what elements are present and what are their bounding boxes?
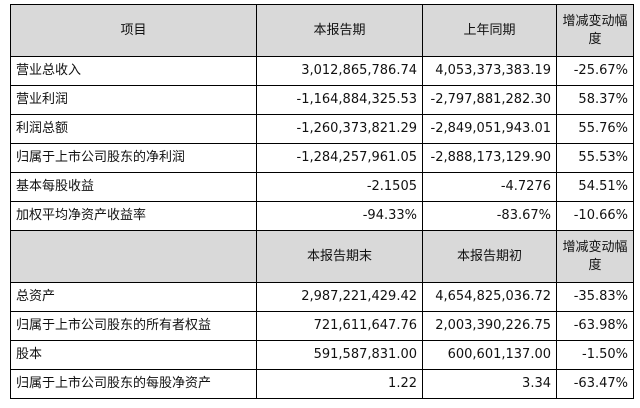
row-label: 营业利润 xyxy=(10,85,257,115)
table-row: 营业利润 -1,164,884,325.53 -2,797,881,282.30 58… xyxy=(10,85,634,115)
row-current-value: 3,012,865,786.74 xyxy=(256,56,423,86)
row-prior-value: 600,601,137.00 xyxy=(422,340,557,370)
row-label: 营业总收入 xyxy=(10,56,257,86)
header2-item xyxy=(10,230,257,283)
row-current-value: 721,611,647.76 xyxy=(256,311,423,341)
row-label: 总资产 xyxy=(10,282,257,312)
table-row: 归属于上市公司股东的每股净资产 1.22 3.34 -63.47% xyxy=(10,369,634,399)
header-prior-period: 上年同期 xyxy=(422,4,557,57)
row-change-value: 54.51% xyxy=(556,172,634,202)
row-label: 归属于上市公司股东的所有者权益 xyxy=(10,311,257,341)
row-current-value: -94.33% xyxy=(256,201,423,231)
row-prior-value: -4.7276 xyxy=(422,172,557,202)
row-prior-value: -2,797,881,282.30 xyxy=(422,85,557,115)
header-row-balance: 本报告期末 本报告期初 增减变动幅度 xyxy=(10,230,634,283)
row-change-value: -35.83% xyxy=(556,282,634,312)
row-prior-value: 2,003,390,226.75 xyxy=(422,311,557,341)
row-label: 归属于上市公司股东的每股净资产 xyxy=(10,369,257,399)
row-prior-value: -2,849,051,943.01 xyxy=(422,114,557,144)
table-row: 加权平均净资产收益率 -94.33% -83.67% -10.66% xyxy=(10,201,634,231)
row-current-value: -1,164,884,325.53 xyxy=(256,85,423,115)
row-current-value: -1,284,257,961.05 xyxy=(256,143,423,173)
row-current-value: -1,260,373,821.29 xyxy=(256,114,423,144)
row-label: 利润总额 xyxy=(10,114,257,144)
header2-change: 增减变动幅度 xyxy=(556,230,634,283)
header-row-period: 项目 本报告期 上年同期 增减变动幅度 xyxy=(10,4,634,57)
table-row: 利润总额 -1,260,373,821.29 -2,849,051,943.01 55… xyxy=(10,114,634,144)
row-change-value: -1.50% xyxy=(556,340,634,370)
table-row: 股本 591,587,831.00 600,601,137.00 -1.50% xyxy=(10,340,634,370)
header-item: 项目 xyxy=(10,4,257,57)
row-label: 基本每股收益 xyxy=(10,172,257,202)
row-label: 加权平均净资产收益率 xyxy=(10,201,257,231)
row-label: 归属于上市公司股东的净利润 xyxy=(10,143,257,173)
header-period-start: 本报告期初 xyxy=(422,230,557,283)
row-change-value: -10.66% xyxy=(556,201,634,231)
header-current-period: 本报告期 xyxy=(256,4,423,57)
row-current-value: 591,587,831.00 xyxy=(256,340,423,370)
table-row: 营业总收入 3,012,865,786.74 4,053,373,383.19 -25… xyxy=(10,56,634,86)
row-current-value: 2,987,221,429.42 xyxy=(256,282,423,312)
table-row: 基本每股收益 -2.1505 -4.7276 54.51% xyxy=(10,172,634,202)
financial-summary-table: 项目 本报告期 上年同期 增减变动幅度 营业总收入 3,012,865,786.7… xyxy=(10,4,634,399)
row-change-value: -63.98% xyxy=(556,311,634,341)
header-change: 增减变动幅度 xyxy=(556,4,634,57)
header-period-end: 本报告期末 xyxy=(256,230,423,283)
row-current-value: -2.1505 xyxy=(256,172,423,202)
row-change-value: 58.37% xyxy=(556,85,634,115)
table-row: 归属于上市公司股东的所有者权益 721,611,647.76 2,003,390,2… xyxy=(10,311,634,341)
row-prior-value: -83.67% xyxy=(422,201,557,231)
row-change-value: 55.53% xyxy=(556,143,634,173)
row-change-value: -25.67% xyxy=(556,56,634,86)
row-change-value: 55.76% xyxy=(556,114,634,144)
row-prior-value: 3.34 xyxy=(422,369,557,399)
row-prior-value: 4,654,825,036.72 xyxy=(422,282,557,312)
row-prior-value: 4,053,373,383.19 xyxy=(422,56,557,86)
row-label: 股本 xyxy=(10,340,257,370)
table-row: 归属于上市公司股东的净利润 -1,284,257,961.05 -2,888,173… xyxy=(10,143,634,173)
row-change-value: -63.47% xyxy=(556,369,634,399)
row-current-value: 1.22 xyxy=(256,369,423,399)
table-row: 总资产 2,987,221,429.42 4,654,825,036.72 -35.8… xyxy=(10,282,634,312)
row-prior-value: -2,888,173,129.90 xyxy=(422,143,557,173)
